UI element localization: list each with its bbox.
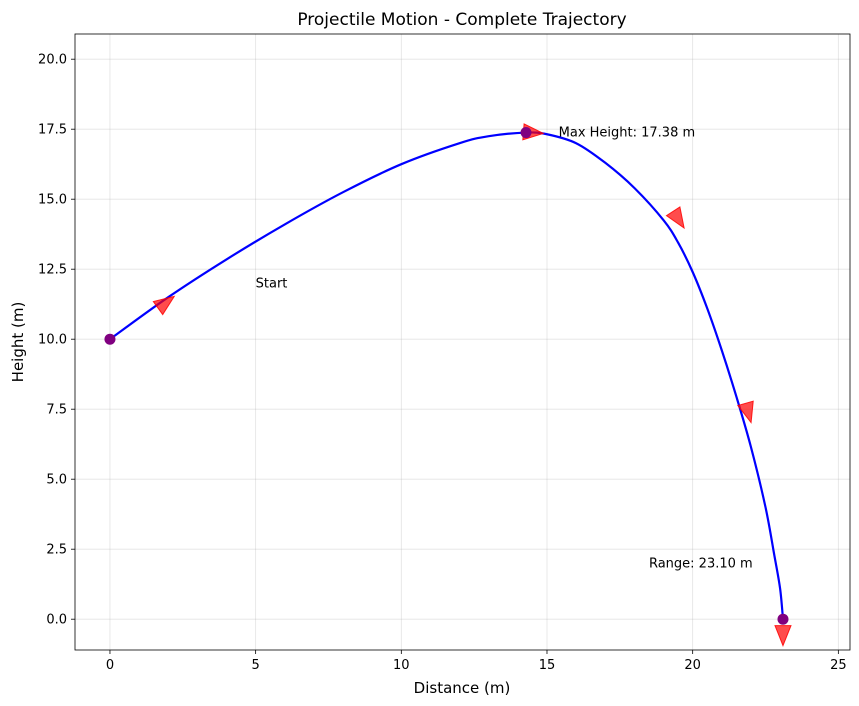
y-axis: 0.0 2.5 5.0 7.5 10.0 12.5 15.0 17.5 20.0 xyxy=(38,53,75,628)
y-tick-label: 7.5 xyxy=(46,403,67,418)
point-layer xyxy=(104,127,789,625)
annotation-layer: Start Max Height: 17.38 m Range: 23.10 m xyxy=(256,126,753,572)
velocity-arrow xyxy=(736,400,754,424)
y-tick-label: 2.5 xyxy=(46,543,67,558)
velocity-arrow xyxy=(665,206,685,230)
x-tick-label: 10 xyxy=(393,658,410,673)
x-axis-label: Distance (m) xyxy=(414,679,511,697)
key-point-marker xyxy=(777,613,789,625)
x-tick-label: 5 xyxy=(251,658,259,673)
y-tick-label: 12.5 xyxy=(38,263,67,278)
y-tick-label: 15.0 xyxy=(38,193,67,208)
y-tick-label: 0.0 xyxy=(46,613,67,628)
y-axis-label: Height (m) xyxy=(9,302,27,383)
x-tick-label: 25 xyxy=(830,658,847,673)
key-point-marker xyxy=(104,333,116,345)
x-tick-label: 15 xyxy=(539,658,556,673)
x-axis: 0 5 10 15 20 25 xyxy=(106,650,847,673)
trajectory-line xyxy=(109,131,785,620)
key-point-marker xyxy=(520,127,532,139)
grid xyxy=(75,34,850,650)
annotation-text: Start xyxy=(256,277,288,292)
x-tick-label: 0 xyxy=(106,658,114,673)
y-tick-label: 10.0 xyxy=(38,333,67,348)
annotation-text: Max Height: 17.38 m xyxy=(559,126,696,141)
series-layer xyxy=(109,131,785,620)
chart-title: Projectile Motion - Complete Trajectory xyxy=(297,10,626,30)
velocity-arrow xyxy=(774,625,792,647)
y-tick-label: 20.0 xyxy=(38,53,67,68)
y-tick-label: 17.5 xyxy=(38,123,67,138)
annotation-text: Range: 23.10 m xyxy=(649,557,753,572)
plot-frame xyxy=(74,33,851,651)
y-tick-label: 5.0 xyxy=(46,473,67,488)
velocity-arrow xyxy=(152,295,176,316)
x-tick-label: 20 xyxy=(684,658,701,673)
